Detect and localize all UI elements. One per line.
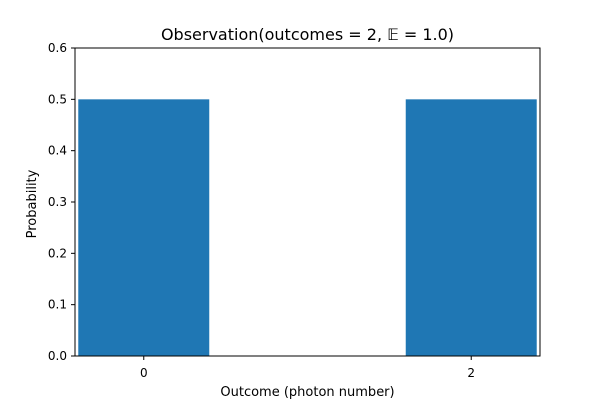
y-tick-label: 0.0 <box>48 349 67 363</box>
x-axis-label: Outcome (photon number) <box>220 385 394 400</box>
bar-2 <box>405 99 537 356</box>
chart-title: Observation(outcomes = 2, 𝔼 = 1.0) <box>161 25 454 44</box>
y-tick-label: 0.4 <box>48 144 67 158</box>
y-axis-label: Probability <box>25 169 40 238</box>
y-tick-label: 0.5 <box>48 92 67 106</box>
bar-0 <box>78 99 210 356</box>
y-tick-label: 0.2 <box>48 246 67 260</box>
x-tick-label: 0 <box>140 366 148 380</box>
y-tick-label: 0.1 <box>48 298 67 312</box>
bars-group <box>78 99 537 356</box>
y-tick-label: 0.6 <box>48 41 67 55</box>
x-tick-label: 2 <box>467 366 475 380</box>
y-axis-ticks: 0.0 0.1 0.2 0.3 0.4 0.5 0.6 <box>48 41 75 363</box>
y-tick-label: 0.3 <box>48 195 67 209</box>
